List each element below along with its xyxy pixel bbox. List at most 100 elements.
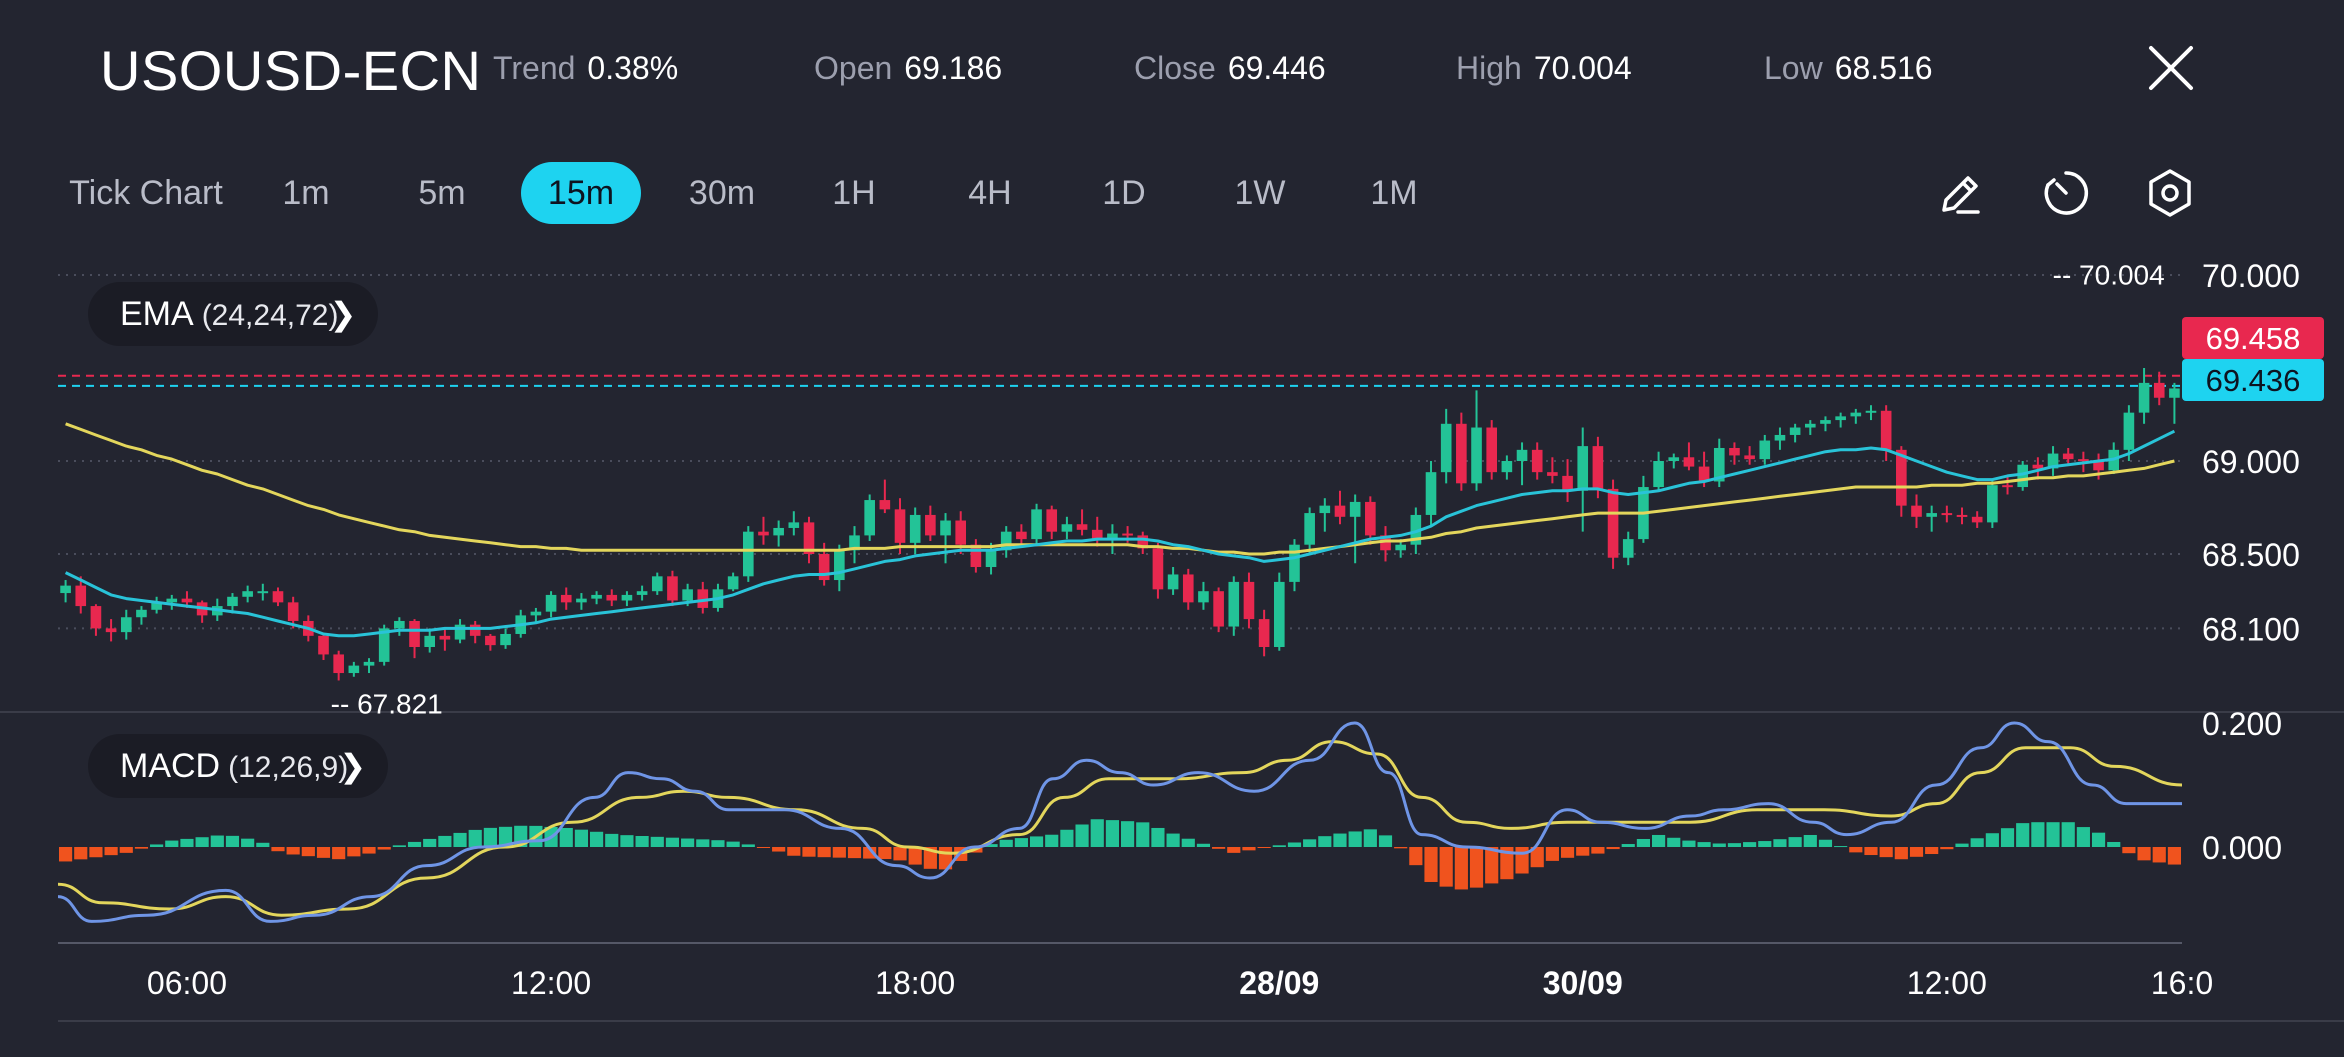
- macd-histogram-bar: [726, 841, 740, 847]
- ema-indicator-button[interactable]: EMA (24,24,72) ❯: [88, 282, 379, 346]
- candle-body: [803, 522, 815, 554]
- close-button[interactable]: [2145, 42, 2197, 94]
- macd-histogram-bar: [2031, 822, 2045, 847]
- candle-body: [727, 576, 739, 590]
- macd-histogram-bar: [665, 837, 680, 847]
- macd-histogram-bar: [1469, 847, 1484, 888]
- candle-body: [621, 594, 633, 601]
- tab-tick-chart[interactable]: Tick Chart: [69, 174, 223, 212]
- y-tick-label: 68.100: [2202, 611, 2300, 647]
- tab-1w[interactable]: 1W: [1234, 174, 1286, 212]
- settings-button[interactable]: [2143, 166, 2197, 220]
- macd-histogram-bar: [559, 827, 573, 847]
- chevron-right-icon: ❯: [339, 748, 367, 784]
- macd-y-tick-label: 0.200: [2202, 706, 2282, 742]
- candle-body: [1471, 427, 1482, 484]
- macd-histogram-bar: [180, 838, 194, 847]
- macd-histogram-bar: [1879, 847, 1893, 858]
- candle-body: [1395, 544, 1406, 551]
- macd-histogram-bar: [407, 841, 422, 847]
- candle-body: [651, 576, 663, 592]
- macd-histogram-bar: [893, 847, 907, 861]
- stat-high: High 70.004: [1456, 50, 1632, 87]
- candle-body: [894, 509, 906, 543]
- stat-close-label: Close: [1134, 50, 1216, 86]
- candle-body: [1653, 461, 1664, 488]
- macd-histogram-bar: [1712, 843, 1726, 847]
- macd-histogram-bar: [741, 844, 755, 847]
- macd-histogram-bar: [1955, 843, 1969, 847]
- candle-body: [1273, 581, 1285, 647]
- macd-histogram-bar: [1378, 835, 1393, 847]
- macd-histogram-bar: [1060, 829, 1074, 847]
- candle-body: [742, 531, 754, 577]
- macd-histogram-bar: [1909, 847, 1924, 857]
- macd-histogram-bar: [483, 827, 497, 847]
- time-tool-button[interactable]: [2039, 166, 2093, 220]
- macd-histogram-bar: [1803, 834, 1817, 847]
- macd-histogram-bar: [1196, 843, 1211, 847]
- candle-body: [166, 598, 178, 603]
- candle-body: [2123, 412, 2135, 450]
- price-tag-label: 69.436: [2206, 363, 2301, 398]
- candle-body: [1668, 457, 1680, 461]
- stat-low: Low 68.516: [1764, 50, 1933, 87]
- candle-body: [1334, 505, 1346, 517]
- macd-histogram-bar: [1500, 847, 1514, 880]
- x-tick-label: 30/09: [1543, 965, 1623, 1001]
- candle-body: [970, 544, 982, 568]
- macd-histogram-bar: [1530, 847, 1544, 868]
- header: USOUSD-ECN Trend 0.38% Open 69.186 Close 69…: [0, 0, 2344, 140]
- tab-15m[interactable]: 15m: [521, 162, 641, 224]
- x-tick-label: 12:00: [1907, 965, 1987, 1001]
- macd-histogram-bar: [847, 847, 862, 859]
- macd-histogram-bar: [1409, 847, 1423, 866]
- macd-histogram-bar: [605, 833, 619, 847]
- draw-tool-button[interactable]: [1934, 166, 1988, 220]
- candle-body: [1729, 447, 1740, 456]
- candle-body: [287, 602, 299, 621]
- tab-30m[interactable]: 30m: [688, 174, 756, 212]
- candle-body: [2002, 485, 2013, 488]
- macd-histogram-bar: [1439, 847, 1453, 887]
- macd-histogram-bar: [225, 835, 240, 847]
- candle-body: [758, 531, 769, 536]
- macd-histogram-bar: [756, 847, 771, 848]
- tab-4h[interactable]: 4H: [968, 174, 1012, 212]
- candle-body: [606, 594, 618, 601]
- macd-histogram-bar: [150, 844, 164, 847]
- candle-body: [834, 550, 845, 581]
- macd-histogram-bar: [1105, 820, 1119, 847]
- tab-5m[interactable]: 5m: [418, 174, 466, 212]
- macd-label: MACD: [120, 747, 221, 785]
- macd-histogram-bar: [1151, 827, 1165, 847]
- tab-1m-month[interactable]: 1M: [1370, 174, 1418, 212]
- candle-body: [1425, 472, 1437, 515]
- macd-indicator-button[interactable]: MACD (12,26,9) ❯: [88, 734, 389, 798]
- candle-body: [1456, 423, 1467, 484]
- stat-high-label: High: [1456, 50, 1522, 86]
- macd-histogram-bar: [104, 847, 118, 856]
- macd-histogram-bar: [574, 829, 588, 847]
- candle-body: [1410, 514, 1422, 545]
- price-tag: [2182, 317, 2324, 359]
- stat-low-label: Low: [1764, 50, 1823, 86]
- macd-histogram-bar: [999, 839, 1013, 847]
- candle-body: [318, 635, 329, 655]
- candle-body: [1941, 513, 1953, 516]
- candle-body: [2169, 388, 2180, 398]
- tab-1d[interactable]: 1D: [1102, 174, 1146, 212]
- macd-histogram-bar: [2152, 847, 2166, 863]
- tab-1m[interactable]: 1m: [282, 174, 330, 212]
- macd-histogram-bar: [863, 847, 877, 859]
- candle-body: [136, 609, 147, 618]
- tab-1h[interactable]: 1H: [832, 174, 876, 212]
- candle-body: [1137, 535, 1149, 549]
- macd-histogram-bar: [1545, 847, 1559, 861]
- macd-histogram-bar: [1075, 824, 1089, 847]
- candle-body: [1896, 449, 1907, 506]
- macd-histogram-bar: [1591, 847, 1605, 854]
- macd-histogram-bar: [1560, 847, 1575, 858]
- macd-histogram-bar: [1181, 838, 1195, 847]
